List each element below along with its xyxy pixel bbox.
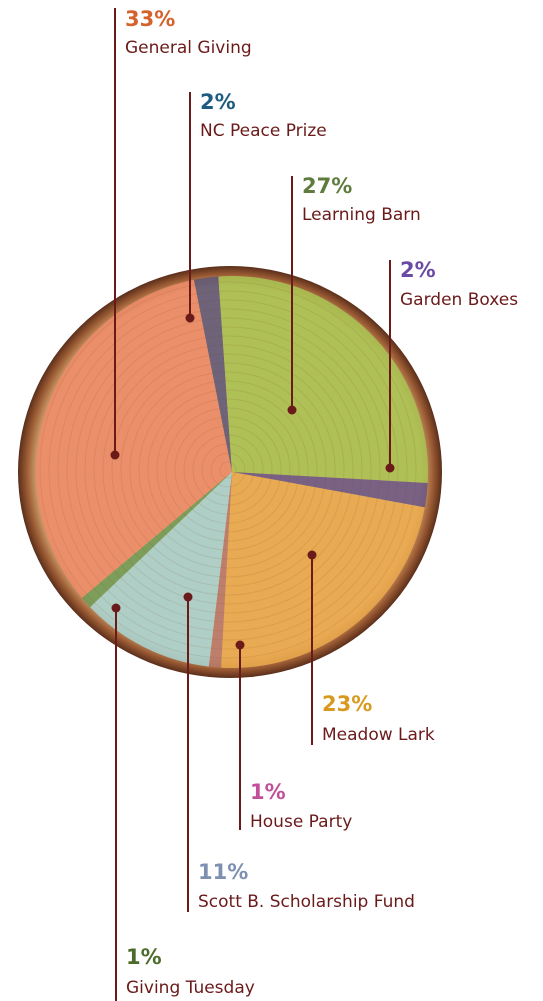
category-label: Giving Tuesday [126, 978, 255, 998]
category-label: Scott B. Scholarship Fund [198, 892, 415, 912]
category-label: Meadow Lark [322, 725, 435, 745]
category-label: General Giving [125, 38, 252, 58]
leader-dot [186, 314, 195, 323]
leader-dot [111, 451, 120, 460]
category-label: NC Peace Prize [200, 121, 327, 141]
percent-label: 27% [302, 174, 352, 198]
percent-label: 2% [400, 258, 436, 282]
category-label: Garden Boxes [400, 290, 518, 310]
percent-label: 23% [322, 692, 372, 716]
chart: 33% General Giving 2% NC Peace Prize 27% Lear… [0, 0, 543, 1001]
leader-dot [236, 641, 245, 650]
pie [36, 276, 428, 668]
category-label: Learning Barn [302, 205, 421, 225]
leader-dot [288, 406, 297, 415]
percent-label: 11% [198, 860, 248, 884]
percent-label: 2% [200, 90, 236, 114]
leader-dot [184, 593, 193, 602]
percent-label: 1% [250, 780, 286, 804]
leader-dot [386, 464, 395, 473]
leader-dot [112, 604, 121, 613]
leader-dot [308, 551, 317, 560]
category-label: House Party [250, 812, 352, 832]
percent-label: 33% [125, 7, 175, 31]
percent-label: 1% [126, 945, 162, 969]
